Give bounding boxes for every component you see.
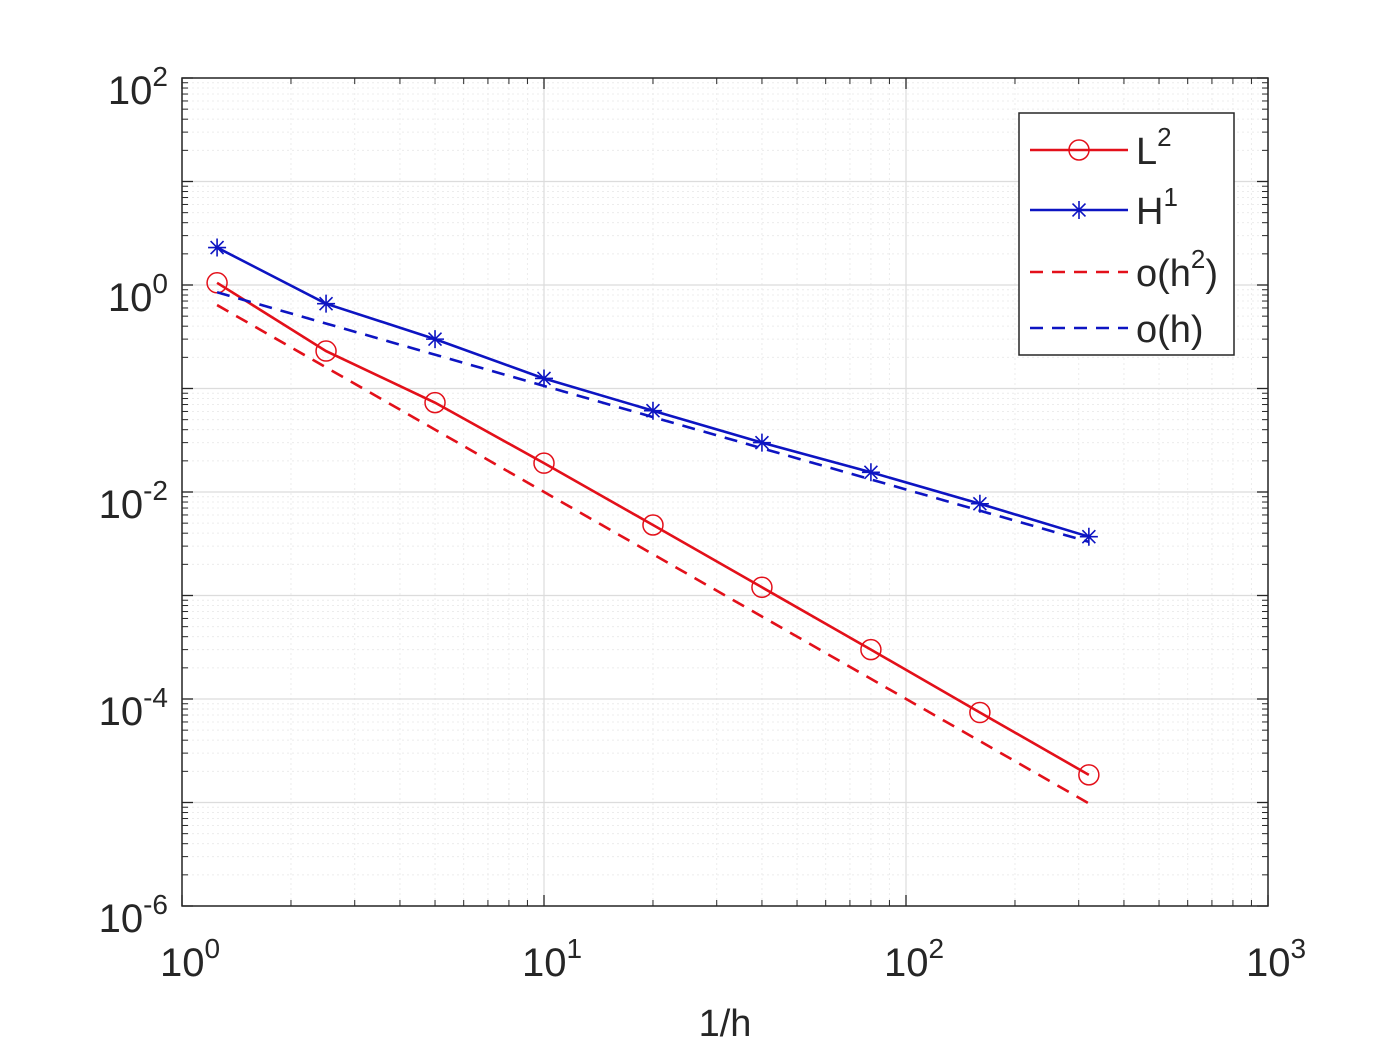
x-tick-label: 102 [884, 933, 944, 985]
data-point-circle [969, 701, 991, 724]
data-point-star [208, 238, 227, 257]
data-point-circle [860, 638, 882, 661]
legend-label: L2 [1136, 122, 1172, 173]
data-point-circle [1078, 764, 1100, 786]
x-tick-label: 103 [1246, 933, 1306, 985]
data-point-star [752, 433, 771, 452]
series-line [216, 303, 1090, 805]
data-point-circle [315, 340, 337, 362]
series-3 [216, 291, 1090, 544]
series-0 [206, 272, 1100, 786]
plot-frame [181, 77, 1269, 907]
legend-entry: o(h) [1030, 309, 1204, 351]
y-tick-label: 10-6 [99, 889, 168, 941]
x-tick-label: 101 [522, 933, 582, 985]
data-point-star [1070, 201, 1088, 219]
data-point-circle [751, 576, 773, 599]
series-line [216, 291, 1090, 544]
data-point-circle [533, 452, 555, 474]
y-tick-label: 102 [108, 61, 168, 113]
x-axis-label: 1/h [699, 1003, 752, 1045]
x-tick-labels: 100 101 102 103 [160, 933, 1306, 985]
data-point-star [861, 463, 880, 482]
y-tick-label: 100 [108, 268, 168, 320]
data-point-star [1079, 527, 1098, 546]
data-point-star [426, 330, 445, 349]
series-layer [206, 238, 1100, 805]
y-tick-labels: 10-6 10-4 10-2 100 102 [99, 61, 168, 941]
legend-label: o(h) [1136, 309, 1204, 351]
series-line [216, 281, 1090, 776]
data-point-star [317, 294, 336, 313]
data-point-star [535, 369, 553, 388]
data-point-circle [1068, 139, 1090, 161]
data-point-star [970, 494, 989, 513]
legend-entry: H1 [1030, 182, 1178, 233]
legend-entry: L2 [1030, 122, 1172, 173]
x-tick-label: 100 [160, 933, 220, 985]
y-tick-label: 10-4 [99, 682, 168, 734]
legend: L2 H1 o(h2) o(h) [1018, 112, 1235, 356]
legend-label: H1 [1136, 182, 1178, 233]
data-point-star [643, 401, 662, 420]
series-1 [208, 238, 1098, 546]
legend-entry: o(h2) [1030, 244, 1218, 295]
data-point-circle [424, 391, 446, 414]
legend-label: o(h2) [1136, 244, 1218, 295]
data-point-circle [642, 514, 664, 536]
y-tick-label: 10-2 [99, 475, 168, 527]
series-2 [216, 303, 1090, 805]
legend-box [1018, 112, 1235, 356]
